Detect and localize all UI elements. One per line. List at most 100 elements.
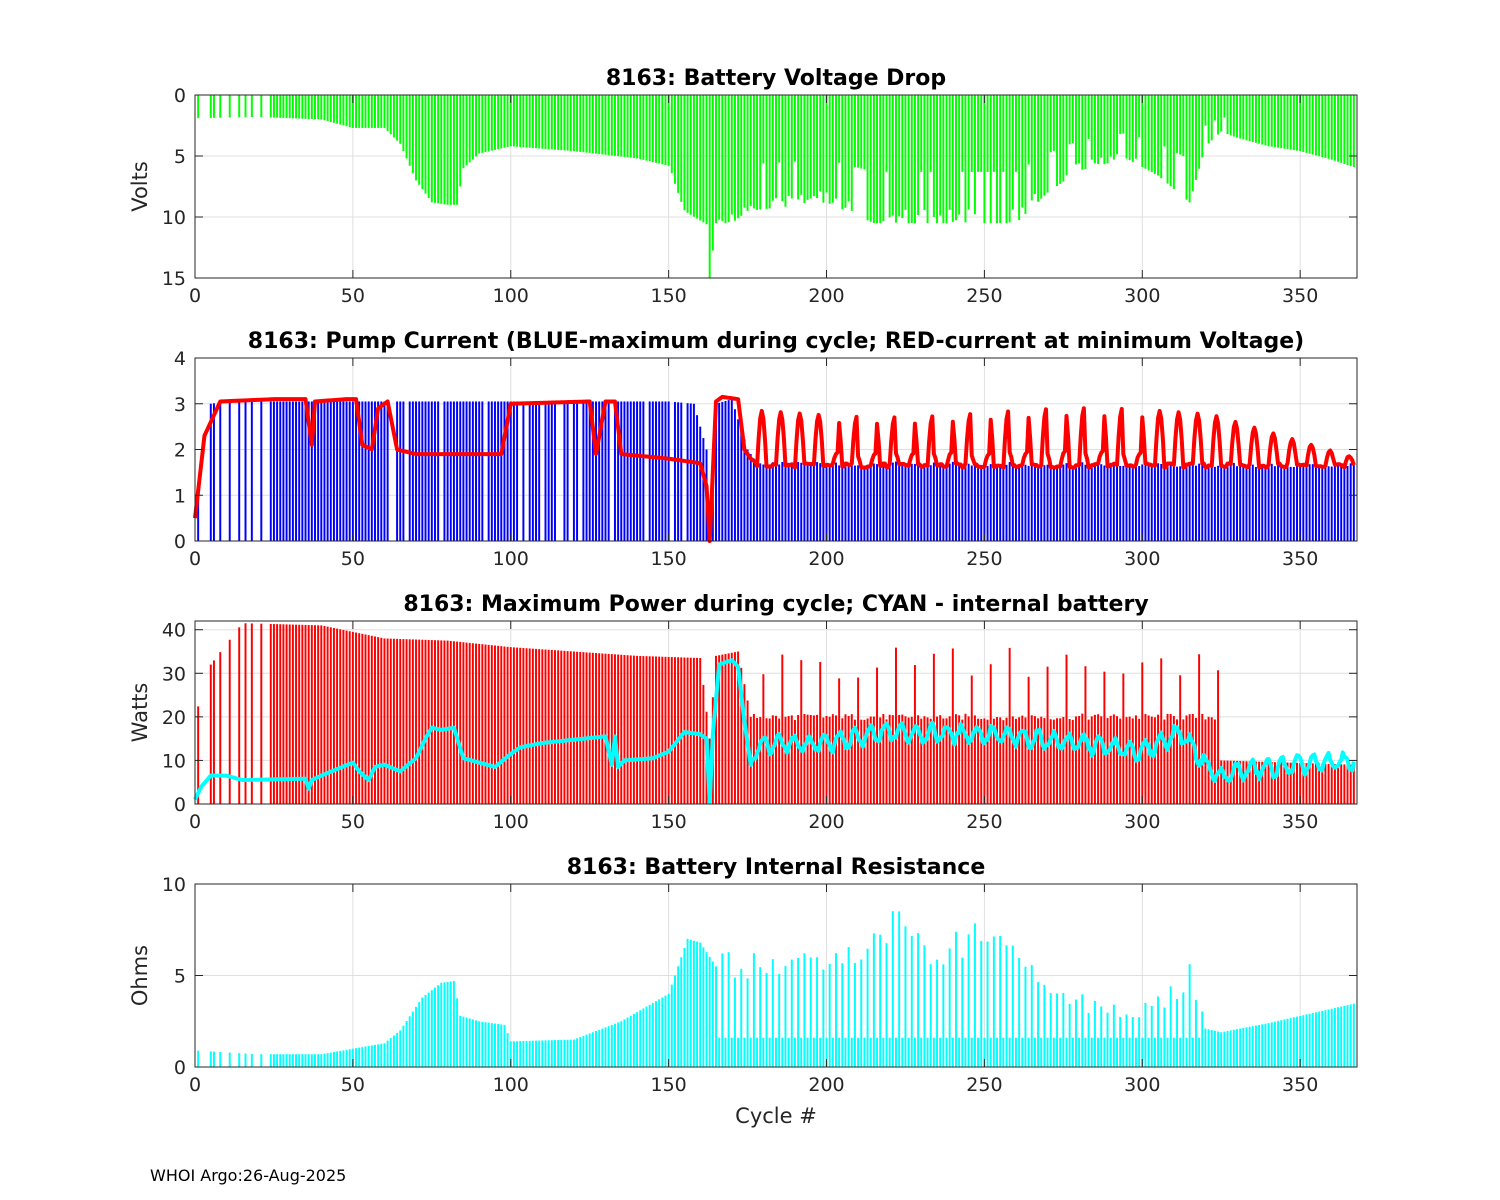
voltage-bar [765, 95, 768, 209]
resistance-bar [468, 1018, 471, 1067]
pump-max-bar [415, 401, 418, 541]
resistance-bar [228, 1052, 231, 1067]
resistance-bar [1213, 1030, 1216, 1067]
power-bar [272, 624, 275, 804]
power-bar [332, 627, 335, 804]
power-bar [197, 706, 200, 804]
x-tick-label: 0 [189, 548, 201, 570]
pump-max-bar [775, 462, 777, 541]
pump-max-bar [667, 401, 670, 541]
resistance-bar [613, 1023, 616, 1067]
voltage-bar [1163, 95, 1166, 147]
pump-max-bar [910, 463, 913, 541]
voltage-bar [525, 95, 528, 148]
pump-max-bar [370, 401, 373, 541]
pump-max-bar [443, 401, 446, 541]
voltage-bar [847, 95, 850, 202]
pump-max-bar [471, 401, 474, 541]
resistance-bar [1141, 1037, 1144, 1067]
resistance-bar [765, 972, 768, 1067]
voltage-bar [579, 95, 582, 152]
pump-max-bar [434, 401, 436, 541]
power-bar [853, 719, 856, 804]
resistance-bar [427, 992, 430, 1067]
voltage-bar [415, 95, 418, 181]
voltage-bar [775, 95, 777, 199]
power-bar [1251, 761, 1254, 804]
power-bar [771, 715, 774, 804]
resistance-bar [607, 1026, 610, 1067]
resistance-bar [1011, 945, 1014, 1067]
pump-max-bar [655, 401, 657, 541]
power-bar [1308, 763, 1311, 804]
power-bar [1043, 718, 1046, 804]
pump-max-bar [1015, 465, 1017, 541]
pump-max-bar [487, 401, 490, 541]
pump-max-bar [787, 462, 790, 541]
resistance-bar [219, 1051, 222, 1067]
resistance-bar [872, 933, 875, 1067]
pump-max-bar [727, 400, 730, 541]
voltage-bar [396, 95, 399, 141]
power-bar [364, 634, 367, 804]
resistance-bar [430, 990, 433, 1067]
pump-max-bar [860, 465, 863, 541]
resistance-bar [1043, 984, 1046, 1067]
resistance-bar [588, 1033, 591, 1067]
power-bar [1040, 716, 1043, 804]
power-bar [942, 718, 945, 804]
voltage-bar [588, 95, 591, 153]
voltage-bar [743, 95, 746, 208]
resistance-bar [598, 1029, 601, 1067]
power-bar [658, 656, 661, 804]
power-bar [1100, 716, 1103, 804]
pump-max-bar [898, 462, 901, 541]
resistance-bar [1119, 1016, 1122, 1067]
pump-max-bar [1144, 462, 1147, 541]
x-tick-label: 100 [493, 1074, 529, 1096]
resistance-bar [582, 1035, 585, 1067]
resistance-bar [907, 1037, 910, 1067]
voltage-bar [951, 95, 954, 222]
power-bar [1018, 717, 1021, 804]
resistance-bar [1340, 1006, 1343, 1067]
pump-max-bar [768, 464, 771, 541]
pump-max-bar [332, 401, 335, 541]
voltage-bar [468, 95, 471, 163]
voltage-bar [478, 95, 481, 154]
power-bar [563, 650, 566, 804]
pump-max-bar [686, 403, 689, 541]
power-bar [367, 635, 370, 804]
x-axis-label: Cycle # [735, 1104, 817, 1128]
resistance-bar [895, 1037, 897, 1067]
resistance-bar [1100, 1006, 1103, 1067]
pump-max-bar [468, 401, 471, 541]
axes-box [194, 94, 1358, 279]
power-bar [465, 642, 468, 804]
resistance-bar [891, 911, 894, 1067]
voltage-bar [800, 95, 803, 195]
pump-max-bar [547, 401, 550, 541]
resistance-bar [402, 1025, 405, 1067]
power-bar [632, 655, 635, 804]
power-bar [812, 715, 815, 804]
voltage-bar [493, 95, 496, 150]
resistance-bar [339, 1050, 342, 1067]
power-bar [1277, 762, 1280, 804]
resistance-bar [1071, 1037, 1074, 1067]
voltage-bar [1254, 95, 1257, 143]
voltage-bar [408, 95, 411, 166]
resistance-bar [746, 978, 749, 1067]
power-bar [497, 645, 500, 804]
power-bar [673, 657, 676, 804]
power-bar [1078, 716, 1081, 804]
power-bar [1302, 763, 1305, 804]
resistance-bar [1033, 1037, 1036, 1067]
resistance-bar [803, 953, 806, 1067]
resistance-bar [481, 1021, 484, 1067]
voltage-bar [1318, 95, 1321, 157]
voltage-bar [882, 95, 885, 222]
voltage-bar [512, 95, 515, 147]
resistance-bar [1239, 1028, 1242, 1067]
pump-max-bar [1311, 464, 1314, 541]
